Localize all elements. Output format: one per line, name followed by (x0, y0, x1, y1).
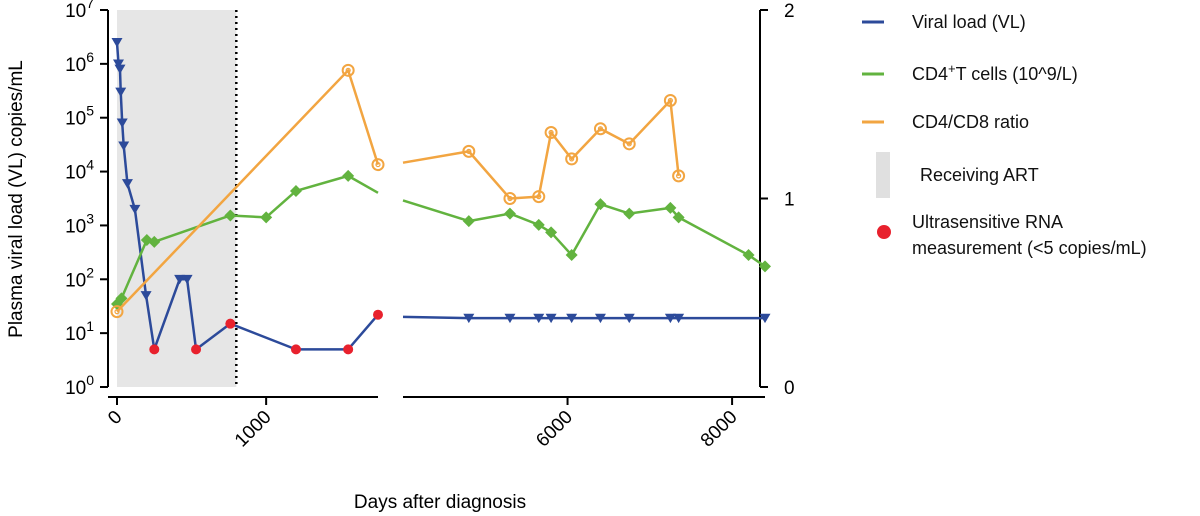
vl-marker (623, 313, 635, 324)
ratio-marker (371, 158, 385, 172)
ratio-marker-inner (507, 195, 513, 202)
cd4-marker (565, 249, 578, 262)
ratio-marker-inner (466, 148, 472, 154)
left-y-tick-label: 103 (65, 210, 94, 237)
cd4-marker (289, 184, 302, 197)
ratio-marker (110, 305, 124, 319)
vl-marker (121, 179, 133, 189)
vl-marker (111, 38, 123, 48)
ultrasensitive-marker (149, 344, 160, 355)
left-y-tick-label: 101 (65, 318, 94, 345)
vl-marker (181, 274, 193, 285)
cd4-marker (503, 207, 516, 220)
ultrasensitive-marker (191, 344, 202, 355)
ratio-marker (663, 93, 677, 107)
vl-marker (545, 313, 557, 324)
left-y-tick-label: 100 (65, 372, 94, 399)
vl-marker (118, 141, 130, 151)
ratio-marker-inner (569, 156, 575, 162)
vl-marker (174, 274, 186, 285)
cd4-marker (462, 215, 475, 228)
ratio-marker-inner (345, 67, 351, 73)
ratio-marker-inner (375, 161, 381, 168)
x-tick-label: 8000 (697, 407, 742, 452)
legend-art-swatch (876, 152, 890, 198)
vl-line (402, 315, 765, 320)
x-tick-label: 0 (104, 407, 126, 429)
ratio-marker-inner (626, 141, 632, 147)
ratio-line (116, 69, 380, 313)
ratio-marker-inner (667, 97, 673, 104)
ultrasensitive-marker (290, 344, 301, 355)
vl-marker (116, 118, 128, 128)
ultrasensitive-marker (373, 309, 383, 320)
vl-marker (566, 313, 578, 324)
ratio-marker (462, 144, 476, 158)
legend-ultra-swatch (877, 225, 891, 239)
vl-marker (504, 313, 516, 324)
vl-marker (673, 313, 685, 324)
y-axis-label: Plasma viral load (VL) copies/mL (6, 60, 27, 338)
ratio-marker-inner (548, 129, 554, 136)
legend-ratio-label: CD4/CD8 ratio (912, 112, 1029, 132)
vl-marker (759, 313, 771, 324)
cd4-marker (742, 249, 755, 262)
ratio-marker-inner (597, 126, 604, 132)
vl-marker (112, 59, 124, 69)
cd4-marker (224, 209, 237, 222)
vl-marker (129, 204, 141, 215)
ratio-marker (544, 126, 558, 140)
ratio-marker (532, 190, 546, 204)
cd4-marker (545, 226, 558, 239)
ultrasensitive-marker (225, 318, 236, 329)
cd4-marker (115, 292, 128, 305)
vl-marker (463, 313, 475, 324)
cd4-line (402, 199, 766, 268)
art-shaded-region (117, 10, 237, 387)
x-tick-label: 1000 (231, 407, 276, 452)
legend-ultra-label: Ultrasensitive RNA (912, 212, 1063, 232)
vl-marker (664, 313, 676, 324)
ratio-marker-inner (114, 309, 120, 315)
vl-marker (114, 64, 126, 75)
left-y-tick-label: 105 (65, 103, 94, 130)
cd4-marker (594, 198, 607, 211)
ratio-marker (622, 137, 636, 151)
cd4-marker (148, 235, 161, 248)
right-y-tick-label: 1 (784, 190, 795, 211)
left-y-tick-label: 102 (65, 264, 94, 291)
left-y-tick-label: 107 (65, 0, 94, 22)
legend-vl-label: Viral load (VL) (912, 12, 1026, 32)
legend-cd4-label: CD4+T cells (10^9/L) (912, 61, 1078, 84)
x-axis-label: Days after diagnosis (354, 492, 526, 513)
vl-marker (115, 87, 127, 97)
ratio-marker (593, 122, 607, 136)
ratio-marker-inner (536, 194, 542, 200)
legend-ultra-label: measurement (<5 copies/mL) (912, 238, 1147, 258)
cd4-marker (342, 169, 355, 182)
left-y-tick-label: 104 (65, 157, 94, 184)
cd4-marker (664, 201, 677, 214)
ultrasensitive-marker (343, 344, 354, 355)
vl-marker (140, 291, 152, 301)
cd4-marker (672, 211, 685, 224)
ratio-marker (672, 169, 686, 183)
ratio-line (402, 99, 680, 200)
ratio-marker (341, 63, 355, 77)
cd4-marker (260, 211, 273, 224)
cd4-marker (532, 218, 545, 231)
left-y-tick-label: 106 (65, 49, 94, 76)
legend-art-label: Receiving ART (920, 165, 1039, 185)
ratio-marker (503, 192, 517, 205)
ratio-marker (565, 152, 579, 166)
right-y-tick-label: 0 (784, 378, 795, 399)
vl-marker (594, 313, 606, 324)
vl-marker (533, 313, 545, 324)
right-y-tick-label: 2 (784, 1, 795, 22)
ratio-marker-inner (676, 173, 682, 179)
x-tick-label: 6000 (532, 407, 577, 452)
cd4-marker (623, 207, 636, 220)
cd4-marker (759, 260, 771, 273)
